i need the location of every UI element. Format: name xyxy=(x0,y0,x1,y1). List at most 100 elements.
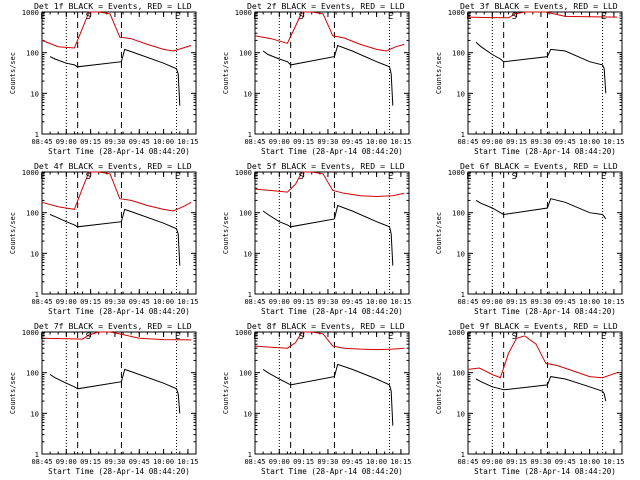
event-marker-label: S xyxy=(512,332,517,342)
x-axis-label: Start Time (28-Apr-14 08:44:20) xyxy=(48,147,190,156)
plot-frame xyxy=(254,331,410,455)
y-tick-label: 1 xyxy=(35,450,39,459)
y-tick-label: 1 xyxy=(461,290,465,299)
event-marker-label: E xyxy=(40,332,45,342)
chart-title: Det 1f BLACK = Events, RED = LLD xyxy=(34,1,192,11)
x-tick-label: 09:00 xyxy=(269,298,290,306)
y-axis-label: Counts/sec xyxy=(435,372,443,414)
plot-frame xyxy=(254,11,410,135)
x-tick-label: 09:15 xyxy=(506,138,527,146)
x-tick-label: 09:45 xyxy=(555,138,576,146)
x-tick-label: 10:00 xyxy=(153,298,174,306)
x-tick-label: 08:45 xyxy=(244,138,265,146)
y-tick-label: 100 xyxy=(452,369,465,378)
y-tick-label: 100 xyxy=(239,209,252,218)
x-tick-label: 10:00 xyxy=(579,298,600,306)
events-series-line xyxy=(49,48,181,106)
x-tick-label: 09:30 xyxy=(104,298,125,306)
event-marker-label: E xyxy=(175,12,180,22)
x-tick-label: 08:45 xyxy=(31,458,52,466)
plot-frame xyxy=(467,11,623,135)
x-tick-label: 10:15 xyxy=(390,298,411,306)
chart-title: Det 6f BLACK = Events, RED = LLD xyxy=(460,161,618,171)
x-tick-label: 09:00 xyxy=(56,298,77,306)
event-marker-label: S xyxy=(86,332,91,342)
event-marker-label: S xyxy=(299,172,304,182)
x-tick-label: 09:15 xyxy=(293,138,314,146)
event-marker-label: E xyxy=(601,332,606,342)
x-tick-label: 09:30 xyxy=(104,138,125,146)
event-marker-label: E xyxy=(388,172,393,182)
x-tick-label: 09:00 xyxy=(56,458,77,466)
x-tick-label: 09:15 xyxy=(80,138,101,146)
events-series-line xyxy=(262,44,394,106)
x-tick-label: 09:45 xyxy=(129,298,150,306)
y-tick-label: 100 xyxy=(26,209,39,218)
y-tick-label: 1000 xyxy=(22,168,39,177)
y-axis-label: Counts/sec xyxy=(9,212,17,254)
y-tick-label: 100 xyxy=(26,49,39,58)
event-marker-label: S xyxy=(86,172,91,182)
event-marker-label: E xyxy=(388,12,393,22)
y-tick-label: 1 xyxy=(35,290,39,299)
y-tick-label: 100 xyxy=(452,49,465,58)
y-tick-label: 10 xyxy=(243,409,252,418)
y-tick-label: 10 xyxy=(456,249,465,258)
event-marker-label: E xyxy=(601,172,606,182)
chart-panel: Det 2f BLACK = Events, RED = LLD 1 10 100 10… xyxy=(222,1,411,156)
chart-title: Det 3f BLACK = Events, RED = LLD xyxy=(460,1,618,11)
chart-panel: Det 1f BLACK = Events, RED = LLD 1 10 100 10… xyxy=(9,1,198,156)
x-tick-label: 09:45 xyxy=(555,458,576,466)
plot-frame xyxy=(41,331,197,455)
event-marker-label: E xyxy=(253,172,258,182)
x-tick-label: 09:00 xyxy=(482,138,503,146)
lld-series-line xyxy=(41,331,192,341)
lld-series-line xyxy=(467,11,618,19)
lld-series-line xyxy=(254,11,405,52)
events-series-line xyxy=(262,204,394,266)
x-tick-label: 09:00 xyxy=(482,458,503,466)
lld-series-line xyxy=(41,11,192,52)
x-tick-label: 10:15 xyxy=(603,298,624,306)
x-axis-label: Start Time (28-Apr-14 08:44:20) xyxy=(48,467,190,476)
event-marker-label: S xyxy=(299,332,304,342)
y-axis-label: Counts/sec xyxy=(435,52,443,94)
plot-frame xyxy=(467,171,623,295)
x-tick-label: 08:45 xyxy=(31,298,52,306)
y-tick-label: 1 xyxy=(461,130,465,139)
x-tick-label: 10:15 xyxy=(177,298,198,306)
x-tick-label: 09:45 xyxy=(129,458,150,466)
y-axis-label: Counts/sec xyxy=(222,52,230,94)
x-tick-label: 09:30 xyxy=(317,138,338,146)
x-tick-label: 10:15 xyxy=(603,138,624,146)
x-tick-label: 10:00 xyxy=(366,298,387,306)
y-tick-label: 1 xyxy=(461,450,465,459)
event-marker-label: E xyxy=(253,12,258,22)
x-axis-label: Start Time (28-Apr-14 08:44:20) xyxy=(474,147,616,156)
events-series-line xyxy=(475,198,607,220)
x-tick-label: 10:15 xyxy=(177,138,198,146)
chart-panel: Det 6f BLACK = Events, RED = LLD 1 10 100 10… xyxy=(435,161,624,316)
x-tick-label: 09:15 xyxy=(80,298,101,306)
x-tick-label: 10:00 xyxy=(153,138,174,146)
event-marker-label: E xyxy=(601,12,606,22)
y-tick-label: 1000 xyxy=(22,8,39,17)
x-tick-label: 09:00 xyxy=(56,138,77,146)
x-axis-label: Start Time (28-Apr-14 08:44:20) xyxy=(261,467,403,476)
event-marker-label: S xyxy=(512,172,517,182)
x-tick-label: 10:00 xyxy=(153,458,174,466)
x-tick-label: 08:45 xyxy=(457,458,478,466)
y-tick-label: 1 xyxy=(248,450,252,459)
events-series-line xyxy=(262,363,394,426)
x-tick-label: 09:45 xyxy=(555,298,576,306)
y-tick-label: 1000 xyxy=(235,8,252,17)
x-tick-label: 09:00 xyxy=(269,138,290,146)
event-marker-label: S xyxy=(512,12,517,22)
y-axis-label: Counts/sec xyxy=(222,212,230,254)
y-tick-label: 1 xyxy=(248,290,252,299)
x-tick-label: 09:15 xyxy=(293,458,314,466)
x-tick-label: 09:45 xyxy=(342,458,363,466)
x-tick-label: 09:45 xyxy=(342,298,363,306)
chart-title: Det 2f BLACK = Events, RED = LLD xyxy=(247,1,405,11)
